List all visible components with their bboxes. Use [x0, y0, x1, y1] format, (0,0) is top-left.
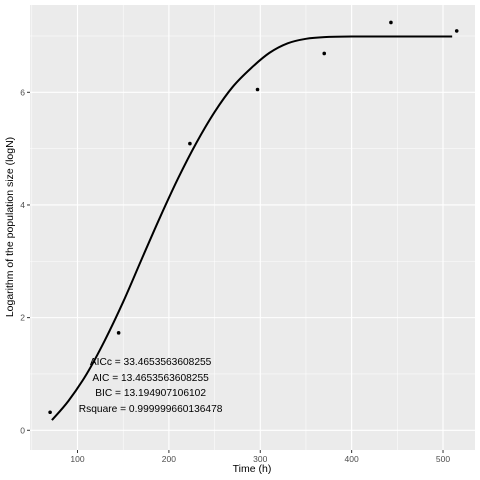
y-tick-label: 0 [20, 425, 25, 435]
y-axis-title: Logarithm of the population size (logN) [4, 137, 16, 317]
data-point [322, 51, 327, 56]
x-tick-label: 500 [436, 454, 450, 464]
fit-statistic-label: Rsquare = 0.999999660136478 [79, 404, 223, 415]
plot-panel [30, 5, 475, 450]
data-point [116, 331, 121, 335]
x-tick-label: 300 [253, 454, 267, 464]
x-tick-label: 400 [345, 454, 359, 464]
fit-statistics: AICc = 33.4653563608255 AIC = 13.46535636… [79, 357, 223, 415]
y-tick-label: 6 [20, 87, 25, 97]
data-point [255, 87, 260, 92]
x-axis-title: Time (h) [233, 463, 272, 475]
y-tick-label: 2 [20, 313, 25, 323]
fit-statistic-label: AICc = 33.4653563608255 [90, 357, 212, 368]
data-point [454, 29, 459, 33]
grid-major [30, 5, 475, 450]
fitted-curve [51, 35, 453, 421]
data-point [389, 20, 393, 25]
y-tick-label: 4 [20, 200, 25, 210]
x-tick-label: 100 [70, 454, 84, 464]
x-tick-label: 200 [162, 454, 176, 464]
data-points [48, 20, 459, 415]
x-axis-ticks: 100 200 300 400 500 [70, 450, 450, 464]
data-point [48, 410, 52, 415]
grid-minor [30, 5, 475, 450]
y-axis-ticks: 0 2 4 6 [20, 87, 30, 435]
data-point [188, 141, 192, 146]
fit-statistic-label: BIC = 13.194907106102 [95, 388, 206, 399]
fit-statistic-label: AIC = 13.4653563608255 [92, 373, 209, 384]
